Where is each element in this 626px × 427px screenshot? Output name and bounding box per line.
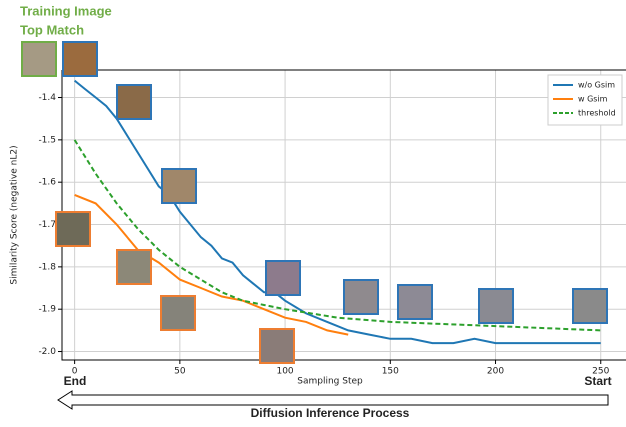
annotation: End <box>64 374 87 388</box>
thumbnail <box>55 211 91 247</box>
y-tick-label: -1.5 <box>38 135 56 145</box>
thumbnail <box>397 284 433 320</box>
legend-label: threshold <box>578 109 616 118</box>
annotation: Diffusion Inference Process <box>251 406 410 420</box>
thumbnail <box>21 41 57 77</box>
y-axis-label: Similarity Score (negative nL2) <box>10 145 20 284</box>
annotation: Top Match <box>20 22 84 37</box>
x-tick-label: 150 <box>382 367 399 377</box>
thumbnail <box>572 288 608 324</box>
y-tick-label: -1.7 <box>38 220 56 230</box>
legend-label: w/o Gsim <box>578 81 615 90</box>
thumbnail <box>259 328 295 364</box>
series-line <box>74 193 349 336</box>
thumbnail <box>160 295 196 331</box>
x-tick-label: 50 <box>174 367 186 377</box>
x-tick-label: 250 <box>592 367 609 377</box>
y-tick-label: -1.6 <box>38 178 56 188</box>
thumbnail <box>116 84 152 120</box>
series-line <box>73 79 601 345</box>
annotation: Start <box>584 374 611 388</box>
y-tick-label: -1.8 <box>38 262 56 272</box>
y-tick-label: -1.4 <box>38 93 56 103</box>
thumbnail <box>62 41 98 77</box>
x-tick-label: 200 <box>487 367 504 377</box>
y-tick-label: -2.0 <box>38 347 56 357</box>
thumbnail <box>478 288 514 324</box>
legend-label: w Gsim <box>578 95 608 104</box>
x-axis-label: Sampling Step <box>297 377 363 387</box>
thumbnail <box>265 260 301 296</box>
x-tick-label: 100 <box>276 367 293 377</box>
thumbnail <box>116 249 152 285</box>
axes-frame <box>61 69 626 361</box>
process-arrow <box>57 390 609 410</box>
x-tick-label: 0 <box>72 367 78 377</box>
y-tick-label: -1.9 <box>38 305 56 315</box>
series-line <box>73 139 601 332</box>
thumbnail <box>343 279 379 315</box>
thumbnail <box>161 168 197 204</box>
annotation: Training Image <box>20 3 112 18</box>
